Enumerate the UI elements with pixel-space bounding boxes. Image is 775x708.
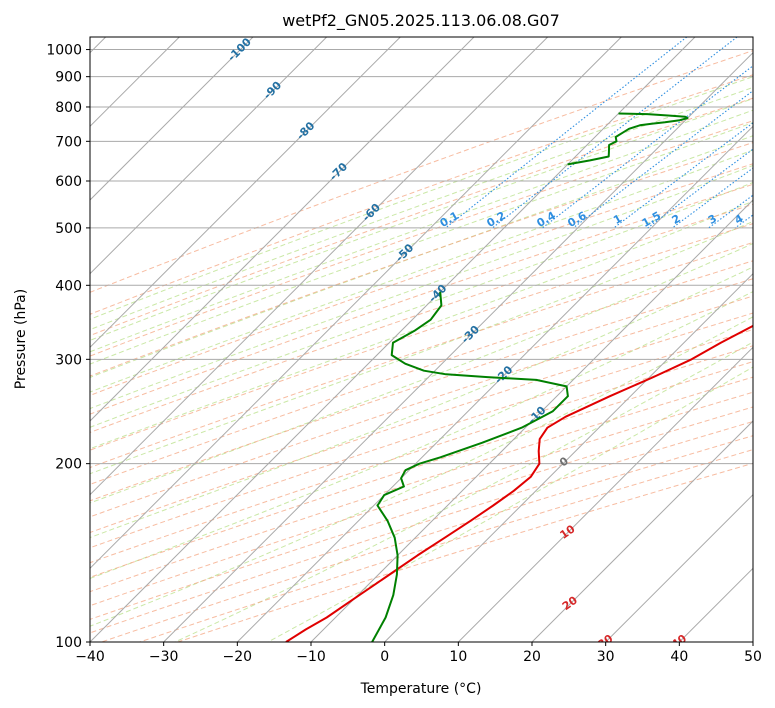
temperature-profile-line bbox=[285, 324, 753, 642]
y-tick-label: 700 bbox=[55, 134, 82, 150]
dry-adiabat-label: 40 bbox=[669, 632, 689, 652]
dry-adiabat-line bbox=[90, 223, 753, 451]
x-tick-label: 0 bbox=[380, 649, 389, 665]
dry-adiabat-line bbox=[90, 361, 753, 578]
x-tick-label: 10 bbox=[449, 649, 467, 665]
x-tick-label: −30 bbox=[149, 649, 179, 665]
dry-adiabat-line bbox=[90, 278, 753, 502]
isotherm-line bbox=[90, 37, 401, 349]
y-tick-label: 800 bbox=[55, 100, 82, 116]
dry-adiabat-line bbox=[90, 329, 753, 549]
y-tick-label: 600 bbox=[55, 174, 82, 190]
isotherm-line bbox=[605, 493, 753, 642]
isotherm-line bbox=[90, 37, 696, 642]
isotherm-line bbox=[457, 346, 753, 642]
moist-adiabat-line bbox=[174, 341, 753, 642]
moist-adiabat-line bbox=[90, 164, 753, 410]
isotherm-line bbox=[90, 37, 549, 496]
moist-adiabat-line bbox=[267, 366, 753, 642]
dry-adiabat-line bbox=[90, 312, 753, 534]
x-tick-label: 50 bbox=[744, 649, 762, 665]
y-tick-label: 1000 bbox=[46, 43, 82, 59]
mixing-ratio-label: 6 bbox=[771, 212, 775, 227]
isotherm-line bbox=[531, 420, 753, 642]
chart-title: wetPf2_GN05.2025.113.06.08.G07 bbox=[282, 11, 560, 31]
mixing-ratio-line bbox=[445, 37, 688, 229]
x-tick-label: −20 bbox=[223, 649, 253, 665]
y-axis-label: Pressure (hPa) bbox=[13, 289, 29, 389]
x-tick-label: 20 bbox=[523, 649, 541, 665]
moist-adiabat-line bbox=[90, 181, 753, 428]
y-tick-label: 300 bbox=[55, 352, 82, 368]
y-tick-label: 500 bbox=[55, 221, 82, 237]
isotherm-line bbox=[90, 37, 622, 570]
dewpoint-profile-line bbox=[371, 291, 569, 642]
moist-adiabat-line bbox=[90, 122, 753, 365]
dry-adiabats bbox=[90, 50, 753, 642]
dry-adiabat-line bbox=[90, 376, 753, 593]
x-tick-label: 40 bbox=[670, 649, 688, 665]
x-axis-ticks: −40 −30 −20 −10 0 10 20 30 40 50 bbox=[75, 642, 762, 665]
isotherm-line bbox=[90, 37, 475, 422]
y-tick-label: 100 bbox=[55, 635, 82, 651]
mixing-ratio-line bbox=[542, 65, 753, 229]
y-axis-ticks: 1000 900 800 700 600 500 400 300 200 100 bbox=[46, 43, 90, 651]
x-tick-label: −10 bbox=[296, 649, 326, 665]
isotherm-gridlines bbox=[90, 37, 753, 642]
dry-adiabat-line bbox=[90, 295, 753, 518]
dewpoint-profile-line bbox=[567, 112, 689, 166]
x-tick-label: −40 bbox=[75, 649, 105, 665]
dry-adiabat-line bbox=[90, 241, 753, 469]
dry-adiabat-line bbox=[90, 391, 753, 607]
y-tick-label: 200 bbox=[55, 457, 82, 473]
isotherm-line bbox=[236, 125, 753, 642]
moist-adiabat-line bbox=[90, 242, 753, 504]
moist-adiabat-line bbox=[90, 200, 753, 450]
mixing-ratio-line bbox=[492, 37, 738, 229]
moist-adiabat-line bbox=[90, 76, 753, 320]
dry-adiabat-line bbox=[90, 97, 753, 337]
dry-adiabat-line bbox=[90, 142, 753, 377]
isotherm-line bbox=[752, 641, 753, 642]
isotherm-line bbox=[90, 37, 254, 201]
profile-series bbox=[285, 112, 753, 642]
plot-frame bbox=[89, 36, 754, 643]
dry-adiabat-line bbox=[90, 163, 753, 396]
isotherm-line bbox=[90, 37, 328, 275]
mixing-ratio-line bbox=[613, 122, 753, 229]
x-tick-label: 30 bbox=[597, 649, 615, 665]
moist-adiabat-line bbox=[90, 98, 753, 341]
mixing-ratio-line bbox=[672, 167, 753, 229]
moist-adiabats bbox=[90, 76, 753, 642]
dry-adiabat-line bbox=[90, 345, 753, 564]
isobar-gridlines bbox=[90, 49, 753, 642]
x-axis-label: Temperature (°C) bbox=[360, 681, 482, 697]
moist-adiabat-line bbox=[90, 266, 753, 539]
dry-adiabat-label: 30 bbox=[595, 632, 615, 652]
isotherm-line bbox=[310, 199, 753, 642]
isotherm-line bbox=[384, 272, 753, 642]
dry-adiabat-line bbox=[90, 50, 753, 293]
y-tick-label: 900 bbox=[55, 70, 82, 86]
mixing-ratio-lines bbox=[445, 37, 753, 229]
moist-adiabat-line bbox=[90, 149, 753, 393]
isotherm-line bbox=[163, 51, 753, 642]
y-tick-label: 400 bbox=[55, 278, 82, 294]
